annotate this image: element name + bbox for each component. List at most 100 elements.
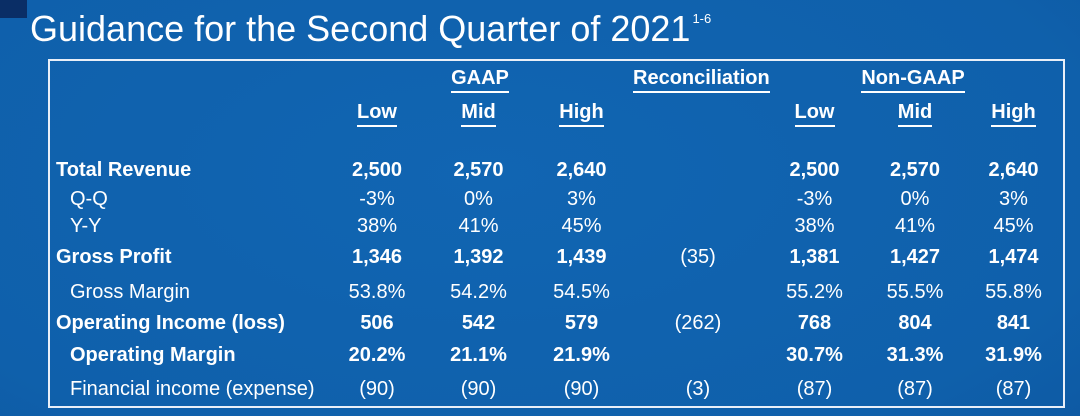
gaap-mid-cell: 1,392 [453, 246, 504, 268]
gaap-low-header: Low [327, 99, 427, 129]
non-gaap-high-cell: 55.8% [985, 281, 1042, 303]
non-gaap-high-cell: (87) [995, 378, 1032, 400]
row-label: Total Revenue [56, 159, 192, 181]
gaap-high-cell: (90) [563, 378, 600, 400]
non-gaap-low-cell: 2,500 [789, 159, 840, 181]
non-gaap-mid-cell: 2,570 [889, 159, 941, 181]
gaap-mid-header: Mid [427, 99, 530, 129]
gaap-mid-cell: 41% [458, 215, 499, 237]
non-gaap-high-cell: 841 [996, 312, 1031, 334]
reconciliation-cell [633, 337, 763, 373]
gaap-group-header: GAAP [327, 61, 633, 99]
corner-accent [0, 0, 27, 18]
non-gaap-mid-cell: 804 [898, 312, 932, 334]
non-gaap-mid-cell: 55.5% [886, 281, 944, 303]
gaap-mid-header-label: Mid [461, 102, 496, 127]
non-gaap-high-cell: 3% [999, 188, 1028, 210]
gaap-low-cell: 2,500 [351, 159, 403, 181]
row-label: Gross Profit [56, 246, 172, 268]
row-label: Financial income (expense) [70, 378, 315, 400]
non-gaap-low-header-label: Low [794, 102, 835, 127]
table-row: Gross Margin 53.8% 54.2% 54.5% 55.2% 55.5% 55.… [50, 275, 1063, 309]
non-gaap-mid-cell: 31.3% [886, 344, 944, 366]
reconciliation-cell: (35) [680, 246, 716, 268]
group-header-row: GAAP Reconciliation Non-GAAP [50, 61, 1063, 99]
table-body: Total Revenue 2,500 2,570 2,640 2,500 2,570 2,… [50, 155, 1063, 405]
reconciliation-cell [633, 275, 763, 309]
guidance-data-table: GAAP Reconciliation Non-GAAP Low Mi [50, 61, 1063, 405]
table-row: Total Revenue 2,500 2,570 2,640 2,500 2,570 2,… [50, 155, 1063, 185]
reconciliation-cell: (262) [674, 312, 722, 334]
header-spacer-row [50, 129, 1063, 155]
row-label: Q-Q [70, 188, 108, 210]
non-gaap-high-header: High [964, 99, 1063, 129]
reconciliation-cell: (3) [685, 378, 711, 400]
page-title-text: Guidance for the Second Quarter of 2021 [30, 8, 691, 49]
non-gaap-high-cell: 45% [993, 215, 1034, 237]
title-footnote-superscript: 1-6 [692, 11, 712, 26]
gaap-low-cell: (90) [359, 378, 395, 400]
table-row: Y-Y 38% 41% 45% 38% 41% 45% [50, 213, 1063, 239]
reconciliation-group-header-label: Reconciliation [633, 68, 770, 93]
gaap-mid-cell: 0% [464, 188, 493, 210]
non-gaap-group-header-label: Non-GAAP [861, 68, 965, 93]
guidance-table: GAAP Reconciliation Non-GAAP Low Mi [48, 59, 1065, 408]
non-gaap-low-cell: 768 [797, 312, 832, 334]
non-gaap-mid-cell: (87) [897, 378, 933, 400]
gaap-mid-cell: 54.2% [450, 281, 507, 303]
gaap-high-cell: 579 [564, 312, 599, 334]
non-gaap-low-cell: 1,381 [789, 246, 840, 268]
page-title: Guidance for the Second Quarter of 2021 1… [30, 8, 711, 50]
gaap-high-cell: 45% [561, 215, 602, 237]
non-gaap-low-header: Low [763, 99, 866, 129]
non-gaap-low-cell: 55.2% [786, 281, 843, 303]
non-gaap-mid-header: Mid [866, 99, 964, 129]
row-label: Gross Margin [70, 281, 191, 303]
empty-header-cell [50, 61, 327, 99]
non-gaap-low-cell: (87) [796, 378, 833, 400]
row-label: Operating Margin [70, 344, 236, 366]
gaap-low-header-label: Low [357, 102, 397, 127]
row-label: Y-Y [70, 215, 102, 237]
gaap-low-cell: -3% [359, 188, 395, 210]
non-gaap-high-cell: 1,474 [988, 246, 1039, 268]
empty-header-cell [633, 99, 763, 129]
non-gaap-low-cell: 38% [794, 215, 835, 237]
gaap-high-cell: 21.9% [553, 344, 610, 366]
reconciliation-cell [633, 185, 763, 213]
gaap-high-cell: 3% [567, 188, 596, 210]
non-gaap-mid-cell: 0% [900, 188, 930, 210]
row-label: Operating Income (loss) [56, 312, 285, 334]
gaap-high-cell: 2,640 [556, 159, 607, 181]
gaap-mid-cell: 21.1% [450, 344, 507, 366]
non-gaap-group-header: Non-GAAP [763, 61, 1063, 99]
non-gaap-mid-header-label: Mid [897, 102, 933, 127]
sub-header-row: Low Mid High Low Mid [50, 99, 1063, 129]
gaap-high-header-label: High [559, 102, 604, 127]
table-row: Operating Income (loss) 506 542 579 (262) 768… [50, 309, 1063, 337]
empty-header-cell [50, 99, 327, 129]
table-row: Gross Profit 1,346 1,392 1,439 (35) 1,381 1,42… [50, 239, 1063, 275]
non-gaap-mid-cell: 41% [894, 215, 936, 237]
gaap-low-cell: 1,346 [351, 246, 403, 268]
table-row: Q-Q -3% 0% 3% -3% 0% 3% [50, 185, 1063, 213]
reconciliation-cell [633, 213, 763, 239]
gaap-group-header-label: GAAP [451, 68, 509, 93]
non-gaap-high-header-label: High [991, 102, 1036, 127]
gaap-low-cell: 20.2% [348, 344, 406, 366]
table-row: Financial income (expense) (90) (90) (90) (3… [50, 373, 1063, 405]
non-gaap-low-cell: 30.7% [786, 344, 843, 366]
non-gaap-low-cell: -3% [796, 188, 833, 210]
gaap-low-cell: 506 [360, 312, 394, 334]
gaap-high-cell: 1,439 [556, 246, 607, 268]
gaap-high-header: High [530, 99, 633, 129]
non-gaap-high-cell: 2,640 [988, 159, 1039, 181]
table-row: Operating Margin 20.2% 21.1% 21.9% 30.7% 31.3… [50, 337, 1063, 373]
gaap-mid-cell: (90) [460, 378, 497, 400]
gaap-mid-cell: 542 [461, 312, 496, 334]
gaap-low-cell: 53.8% [348, 281, 406, 303]
gaap-low-cell: 38% [356, 215, 398, 237]
reconciliation-cell [633, 155, 763, 185]
gaap-mid-cell: 2,570 [453, 159, 504, 181]
